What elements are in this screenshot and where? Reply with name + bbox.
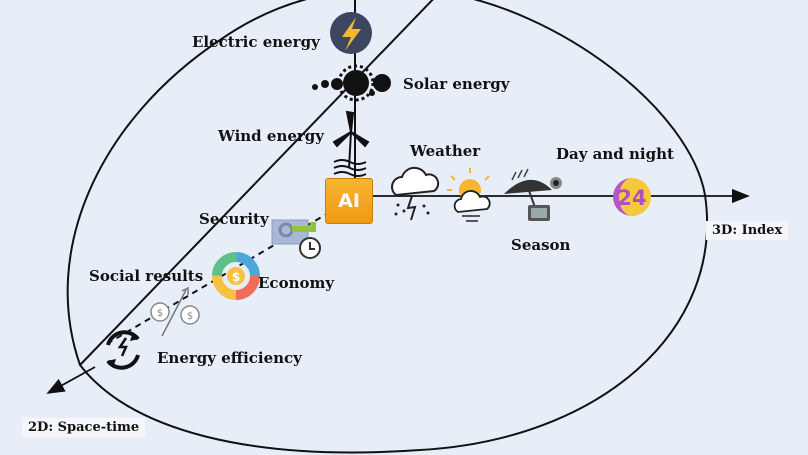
energy-cycle-icon [106, 330, 140, 370]
label-wind-energy: Wind energy [218, 127, 324, 145]
label-energy-efficiency: Energy efficiency [157, 349, 302, 367]
space-time-axis [46, 366, 96, 394]
label-electric-energy: Electric energy [192, 33, 320, 51]
axis-label-index: 3D: Index [706, 221, 789, 240]
boundary-curve [66, 0, 708, 454]
economy-donut-icon: $ [212, 252, 260, 300]
label-day-and-night: Day and night [556, 145, 674, 163]
label-security: Security [199, 210, 269, 228]
axis-label-space-time: 2D: Space-time [22, 418, 146, 437]
label-solar-energy: Solar energy [403, 75, 510, 93]
label-weather: Weather [410, 142, 481, 160]
season-umbrella-icon [504, 168, 562, 221]
sun-cloud-icon [447, 168, 491, 222]
ai-chip-icon: AI [325, 178, 373, 224]
security-key-icon [271, 219, 321, 259]
svg-text:$: $ [187, 311, 193, 322]
ai-badge-text: AI [338, 190, 360, 212]
svg-text:$: $ [157, 308, 163, 319]
label-social-results: Social results [89, 267, 204, 285]
solar-eclipse-icon [312, 64, 391, 102]
label-economy: Economy [258, 274, 335, 292]
clock-24-text: 24 [617, 186, 646, 210]
label-season: Season [511, 236, 571, 254]
wind-turbine-icon [332, 110, 370, 177]
storm-cloud-icon [391, 166, 440, 221]
day-night-24-icon: 24 [613, 178, 651, 216]
social-results-icon: $ $ [150, 286, 200, 337]
lightning-icon [330, 12, 372, 54]
svg-text:$: $ [232, 270, 240, 284]
